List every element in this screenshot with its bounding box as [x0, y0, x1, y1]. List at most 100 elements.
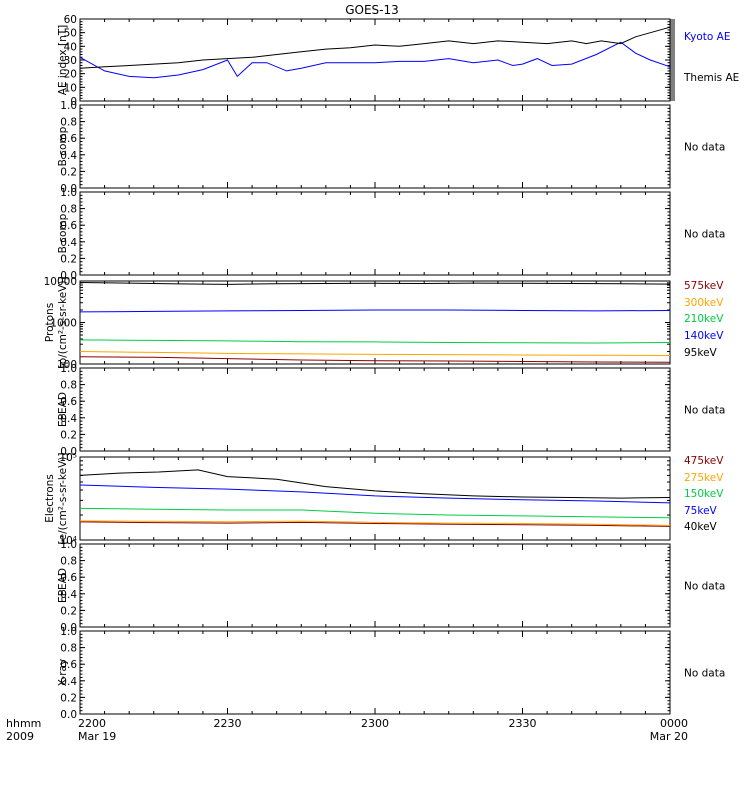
panel-frame — [79, 280, 671, 365]
panel-b2: 0.0 0.2 0.4 0.6 0.8 1.0 B comp No data — [57, 187, 725, 282]
y-axis-label-units: [e/(cm²-s-sr-keV)] — [57, 453, 69, 545]
series-line-275kev — [79, 520, 671, 526]
series-line-95kev — [79, 282, 671, 285]
y-tick-label: 10 — [64, 82, 77, 94]
panel-xray: 0.0 0.2 0.4 0.6 0.8 1.0 X-ray No data — [57, 626, 725, 721]
panel-epead1: 0.0 0.2 0.4 0.6 0.8 1.0 EPEAD No data — [57, 363, 725, 458]
y-axis-label: Electrons — [44, 474, 56, 523]
y-tick-label: 10⁵ — [59, 452, 77, 464]
y-tick-label: 0.4 — [60, 237, 77, 249]
y-axis-label: X-ray — [57, 659, 69, 686]
series-line-75kev — [79, 484, 671, 504]
panel-epead2: 0.0 0.2 0.4 0.6 0.8 1.0 EPEAD No data — [57, 539, 725, 634]
panel-protons: 100 1000 10000 Protons [p/(cm²-s-sr-keV)] 575… — [44, 276, 725, 371]
y-tick-label: 0.0 — [60, 622, 77, 634]
y-axis-label: B comp — [57, 126, 69, 166]
y-axis-label: AE index [nT] — [57, 25, 69, 95]
panel-frame — [79, 456, 671, 541]
y-tick-label: 1.0 — [60, 363, 77, 375]
y-tick-label: 0.4 — [60, 676, 77, 688]
no-data-label: No data — [684, 668, 725, 680]
panel-frame — [79, 630, 671, 715]
legend-label-140kev: 140keV — [684, 330, 724, 342]
y-tick-label: 0.6 — [60, 220, 77, 232]
no-data-label: No data — [684, 142, 725, 154]
series-line-140kev — [79, 309, 671, 313]
y-tick-label: 20 — [64, 69, 77, 81]
y-tick-label: 0.0 — [60, 183, 77, 195]
y-tick-label: 0.8 — [60, 380, 77, 392]
y-tick-label: 0 — [70, 96, 77, 108]
y-tick-label: 50 — [64, 28, 77, 40]
y-tick-label: 0.8 — [60, 556, 77, 568]
legend-label-475kev: 475keV — [684, 455, 724, 467]
y-tick-label: 0.2 — [60, 605, 77, 617]
no-data-label: No data — [684, 581, 725, 593]
legend-label-75kev: 75keV — [684, 505, 718, 517]
legend-label-150kev: 150keV — [684, 488, 724, 500]
y-axis-label: Protons — [44, 303, 56, 342]
x-tick-label-time: 2230 — [214, 717, 242, 730]
y-tick-label: 0.0 — [60, 709, 77, 721]
y-tick-label: 1.0 — [60, 187, 77, 199]
y-tick-label: 0.6 — [60, 396, 77, 408]
y-tick-label: 30 — [64, 55, 77, 67]
y-tick-label: 0.2 — [60, 253, 77, 265]
legend-label-themis-ae: Themis AE — [683, 72, 739, 84]
legend-label-275kev: 275keV — [684, 472, 724, 484]
no-data-label: No data — [684, 229, 725, 241]
y-tick-label: 10000 — [44, 276, 77, 288]
time-axis-row2-label: 2009 — [6, 730, 34, 743]
y-tick-label: 0.0 — [60, 446, 77, 458]
y-axis-label-units: [p/(cm²-s-sr-keV)] — [57, 276, 69, 368]
series-line-themis-ae — [79, 26, 671, 69]
x-tick-label-time: 0000 — [660, 717, 688, 730]
y-axis-label: EPEAD — [57, 568, 69, 603]
chart-title: GOES-13 — [345, 3, 399, 17]
legend-label-40kev: 40keV — [684, 521, 718, 533]
y-tick-label: 0.8 — [60, 643, 77, 655]
panel-frame — [79, 543, 671, 628]
y-tick-label: 0.2 — [60, 166, 77, 178]
y-tick-label: 1000 — [50, 318, 77, 330]
panel-b1: 0.0 0.2 0.4 0.6 0.8 1.0 B comp No data — [57, 100, 725, 195]
panel-frame — [79, 367, 671, 452]
series-line-475kev — [79, 521, 671, 527]
legend-label-300kev: 300keV — [684, 297, 724, 309]
y-tick-label: 0.4 — [60, 150, 77, 162]
legend-label-kyoto-ae: Kyoto AE — [684, 31, 730, 43]
y-tick-label: 0.8 — [60, 117, 77, 129]
y-axis-label: EPEAD — [57, 392, 69, 427]
series-line-300kev — [79, 351, 671, 356]
y-tick-label: 0.8 — [60, 204, 77, 216]
y-tick-label: 1.0 — [60, 100, 77, 112]
legend-label-575kev: 575keV — [684, 280, 724, 292]
series-line-210kev — [79, 339, 671, 344]
y-tick-label: 0.6 — [60, 572, 77, 584]
y-tick-label: 60 — [64, 14, 77, 26]
y-tick-label: 1.0 — [60, 539, 77, 551]
y-tick-label: 0.0 — [60, 270, 77, 282]
series-line-150kev — [79, 507, 671, 519]
x-tick-label-time: 2300 — [361, 717, 389, 730]
y-tick-label: 1.0 — [60, 626, 77, 638]
y-tick-label: 0.2 — [60, 429, 77, 441]
x-tick-label-time: 2200 — [78, 717, 106, 730]
panel-frame — [79, 191, 671, 276]
y-tick-label: 0.4 — [60, 413, 77, 425]
series-line-kyoto-ae — [79, 41, 671, 79]
series-line-575kev — [79, 356, 671, 363]
time-axis-row1-label: hhmm — [6, 717, 41, 730]
legend-label-95kev: 95keV — [684, 347, 718, 359]
y-tick-label: 0.6 — [60, 659, 77, 671]
legend-label-210kev: 210keV — [684, 313, 724, 325]
y-tick-label: 100 — [57, 359, 77, 371]
y-tick-label: 0.4 — [60, 589, 77, 601]
y-axis-label: B comp — [57, 213, 69, 253]
panel-frame — [79, 104, 671, 189]
